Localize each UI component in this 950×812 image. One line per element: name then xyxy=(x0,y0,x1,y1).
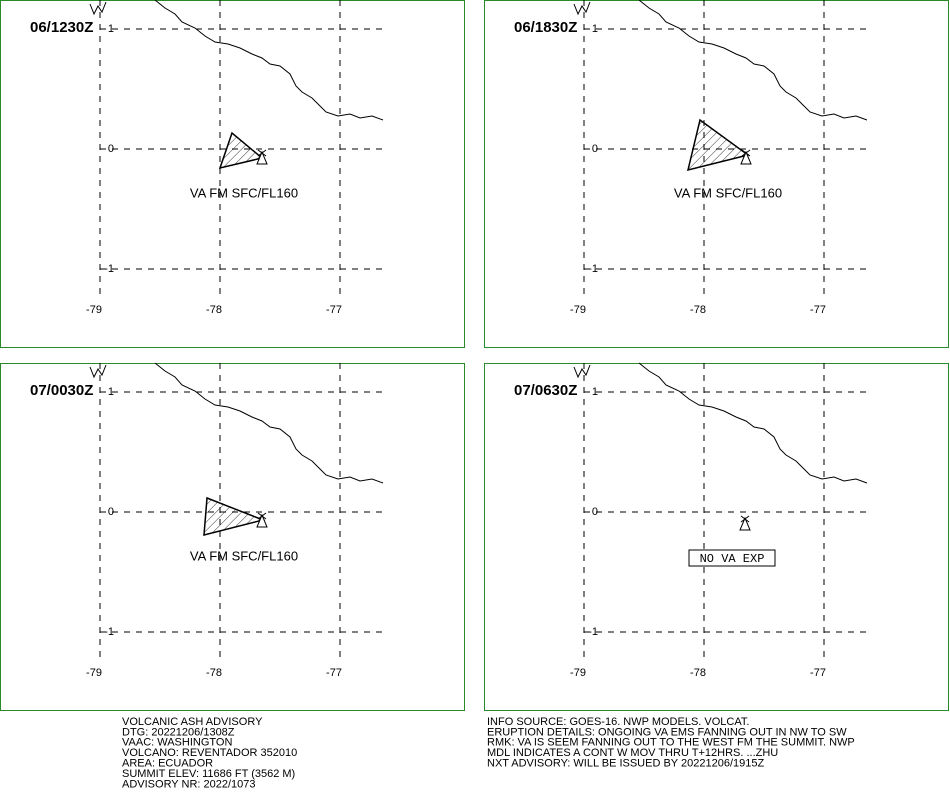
label-box xyxy=(688,549,776,567)
lat-tick-label: 1 xyxy=(592,386,598,398)
panel: -79 -78 -77 1 0 -1 07/0030Z VA FM SFC/FL160 xyxy=(0,362,465,711)
lon-tick-label: -78 xyxy=(206,667,222,679)
lat-tick-label: -1 xyxy=(104,626,114,638)
advisory-line: NXT ADVISORY: WILL BE ISSUED BY 20221206… xyxy=(487,758,764,770)
time-label: 06/1830Z xyxy=(514,19,577,36)
time-label: 07/0630Z xyxy=(514,382,577,399)
advisory-line: VOLCANO: REVENTADOR 352010 xyxy=(122,747,297,759)
ash-area xyxy=(686,118,750,172)
lon-tick-label: -77 xyxy=(810,304,826,316)
advisory-line: AREA: ECUADOR xyxy=(122,758,213,770)
lat-tick-label: 1 xyxy=(108,23,114,35)
coastline xyxy=(89,362,384,484)
advisory-line: INFO SOURCE: GOES-16. NWP MODELS. VOLCAT… xyxy=(487,716,749,728)
panel-frame xyxy=(484,0,949,348)
ash-label: VA FM SFC/FL160 xyxy=(190,548,298,563)
advisory-line: VOLCANIC ASH ADVISORY xyxy=(122,716,263,728)
advisory-line: SUMMIT ELEV: 11686 FT (3562 M) xyxy=(122,768,295,780)
lon-tick-label: -78 xyxy=(690,304,706,316)
lat-tick-label: -1 xyxy=(104,263,114,275)
lon-tick-label: -78 xyxy=(206,304,222,316)
advisory-line: DTG: 20221206/1308Z xyxy=(122,726,235,738)
panel: -79 -78 -77 1 0 -1 06/1830Z VA FM SFC/FL160 xyxy=(484,0,949,348)
time-label: 07/0030Z xyxy=(30,382,93,399)
lat-tick-label: 0 xyxy=(592,506,598,518)
volcano-symbol xyxy=(739,515,751,531)
coastline xyxy=(573,0,868,121)
ash-label: VA FM SFC/FL160 xyxy=(190,185,298,200)
advisory-line: MDL INDICATES A CONT W MOV THRU T+12HRS.… xyxy=(487,747,778,759)
lon-tick-label: -79 xyxy=(86,304,102,316)
panel: -79 -78 -77 1 0 -1 07/0630Z NO VA EXP xyxy=(484,362,949,711)
ash-area xyxy=(218,131,264,170)
ash-label: VA FM SFC/FL160 xyxy=(674,185,782,200)
lon-tick-label: -79 xyxy=(86,667,102,679)
time-label: 06/1230Z xyxy=(30,19,93,36)
no-ash-label: NO VA EXP xyxy=(700,552,765,566)
advisory-line: VAAC: WASHINGTON xyxy=(122,737,232,749)
lat-tick-label: -1 xyxy=(588,626,598,638)
panel-frame xyxy=(484,363,949,711)
coastline xyxy=(573,362,868,484)
lat-tick-label: 1 xyxy=(592,23,598,35)
lat-tick-label: 0 xyxy=(592,143,598,155)
panel-frame xyxy=(0,363,465,711)
panel-frame xyxy=(0,0,465,348)
lat-tick-label: 0 xyxy=(108,506,114,518)
lon-tick-label: -77 xyxy=(326,304,342,316)
lon-tick-label: -78 xyxy=(690,667,706,679)
panel: -79 -78 -77 1 0 -1 06/1230Z VA FM SFC/FL160 xyxy=(0,0,465,348)
lon-tick-label: -77 xyxy=(810,667,826,679)
coastline xyxy=(89,0,384,121)
advisory-line: RMK: VA IS SEEM FANNING OUT TO THE WEST … xyxy=(487,737,855,749)
lat-tick-label: 1 xyxy=(108,386,114,398)
lon-tick-label: -79 xyxy=(570,667,586,679)
lat-tick-label: -1 xyxy=(588,263,598,275)
advisory-line: ADVISORY NR: 2022/1073 xyxy=(122,778,256,790)
lon-tick-label: -77 xyxy=(326,667,342,679)
lon-tick-label: -79 xyxy=(570,304,586,316)
lat-tick-label: 0 xyxy=(108,143,114,155)
ash-area xyxy=(203,496,266,536)
advisory-line: ERUPTION DETAILS: ONGOING VA EMS FANNING… xyxy=(487,726,847,738)
